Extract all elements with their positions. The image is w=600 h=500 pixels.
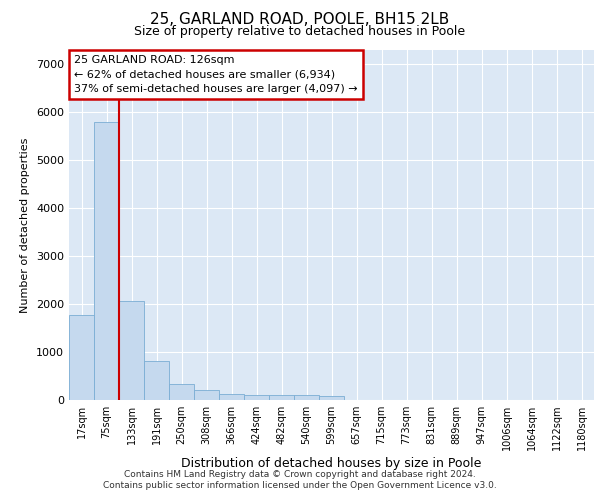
Bar: [269, 396, 294, 400]
Bar: [244, 394, 269, 400]
X-axis label: Distribution of detached houses by size in Poole: Distribution of detached houses by size …: [181, 458, 482, 470]
Bar: [294, 396, 319, 400]
Text: 25, GARLAND ROAD, POOLE, BH15 2LB: 25, GARLAND ROAD, POOLE, BH15 2LB: [151, 12, 449, 28]
Bar: [219, 394, 244, 400]
Bar: [69, 314, 94, 400]
Text: Size of property relative to detached houses in Poole: Size of property relative to detached ho…: [134, 25, 466, 38]
Text: Contains HM Land Registry data © Crown copyright and database right 2024.: Contains HM Land Registry data © Crown c…: [124, 470, 476, 479]
Bar: [94, 122, 119, 400]
Bar: [119, 301, 144, 400]
Text: Contains public sector information licensed under the Open Government Licence v3: Contains public sector information licen…: [103, 481, 497, 490]
Bar: [144, 360, 169, 400]
Text: 25 GARLAND ROAD: 126sqm
← 62% of detached houses are smaller (6,934)
37% of semi: 25 GARLAND ROAD: 126sqm ← 62% of detache…: [74, 56, 358, 94]
Bar: [319, 396, 344, 400]
Bar: [194, 390, 219, 400]
Y-axis label: Number of detached properties: Number of detached properties: [20, 138, 31, 312]
Bar: [169, 384, 194, 400]
